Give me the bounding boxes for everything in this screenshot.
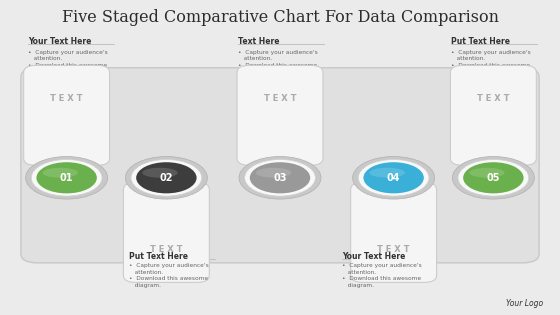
FancyBboxPatch shape — [123, 182, 209, 282]
Ellipse shape — [136, 162, 197, 193]
Ellipse shape — [452, 157, 534, 199]
Ellipse shape — [469, 168, 505, 178]
Ellipse shape — [131, 159, 202, 196]
Ellipse shape — [250, 162, 310, 193]
Ellipse shape — [26, 157, 108, 199]
Text: •  Capture your audience's
   attention.
•  Download this awesome
   diagram.: • Capture your audience's attention. • D… — [129, 263, 209, 288]
Text: T E X T: T E X T — [150, 245, 183, 254]
Ellipse shape — [458, 159, 529, 196]
Ellipse shape — [43, 168, 78, 178]
Text: Your Logo: Your Logo — [506, 299, 543, 308]
Ellipse shape — [358, 159, 429, 196]
Text: 01: 01 — [60, 173, 73, 183]
Text: •  Capture your audience's
   attention.
•  Download this awesome
   diagram.: • Capture your audience's attention. • D… — [342, 263, 422, 288]
Ellipse shape — [370, 168, 405, 178]
FancyBboxPatch shape — [237, 66, 323, 165]
Text: T E X T: T E X T — [264, 94, 296, 103]
Text: •  Capture your audience's
   attention.
•  Download this awesome
   diagram.: • Capture your audience's attention. • D… — [28, 50, 108, 75]
FancyBboxPatch shape — [24, 66, 110, 165]
Ellipse shape — [363, 162, 424, 193]
FancyBboxPatch shape — [21, 68, 539, 263]
Text: Your Text Here: Your Text Here — [28, 37, 91, 46]
Text: 04: 04 — [387, 173, 400, 183]
Text: T E X T: T E X T — [477, 94, 510, 103]
Text: 03: 03 — [273, 173, 287, 183]
Text: T E X T: T E X T — [377, 245, 410, 254]
Text: 02: 02 — [160, 173, 173, 183]
Text: Five Staged Comparative Chart For Data Comparison: Five Staged Comparative Chart For Data C… — [62, 9, 498, 26]
Ellipse shape — [239, 157, 321, 199]
Text: Text Here: Text Here — [238, 37, 279, 46]
Text: Put Text Here: Put Text Here — [129, 252, 188, 261]
Text: Your Text Here: Your Text Here — [342, 252, 405, 261]
FancyBboxPatch shape — [351, 182, 437, 282]
Ellipse shape — [256, 168, 291, 178]
Text: •  Capture your audience's
   attention.
•  Download this awesome
   diagram.: • Capture your audience's attention. • D… — [238, 50, 318, 75]
Text: T E X T: T E X T — [50, 94, 83, 103]
Text: •  Capture your audience's
   attention.
•  Download this awesome
   diagram.: • Capture your audience's attention. • D… — [451, 50, 530, 75]
Ellipse shape — [31, 159, 102, 196]
Ellipse shape — [125, 157, 207, 199]
Ellipse shape — [463, 162, 524, 193]
Text: Put Text Here: Put Text Here — [451, 37, 510, 46]
Text: 05: 05 — [487, 173, 500, 183]
Ellipse shape — [353, 157, 435, 199]
FancyBboxPatch shape — [450, 66, 536, 165]
Ellipse shape — [36, 162, 97, 193]
Ellipse shape — [245, 159, 315, 196]
Ellipse shape — [142, 168, 178, 178]
